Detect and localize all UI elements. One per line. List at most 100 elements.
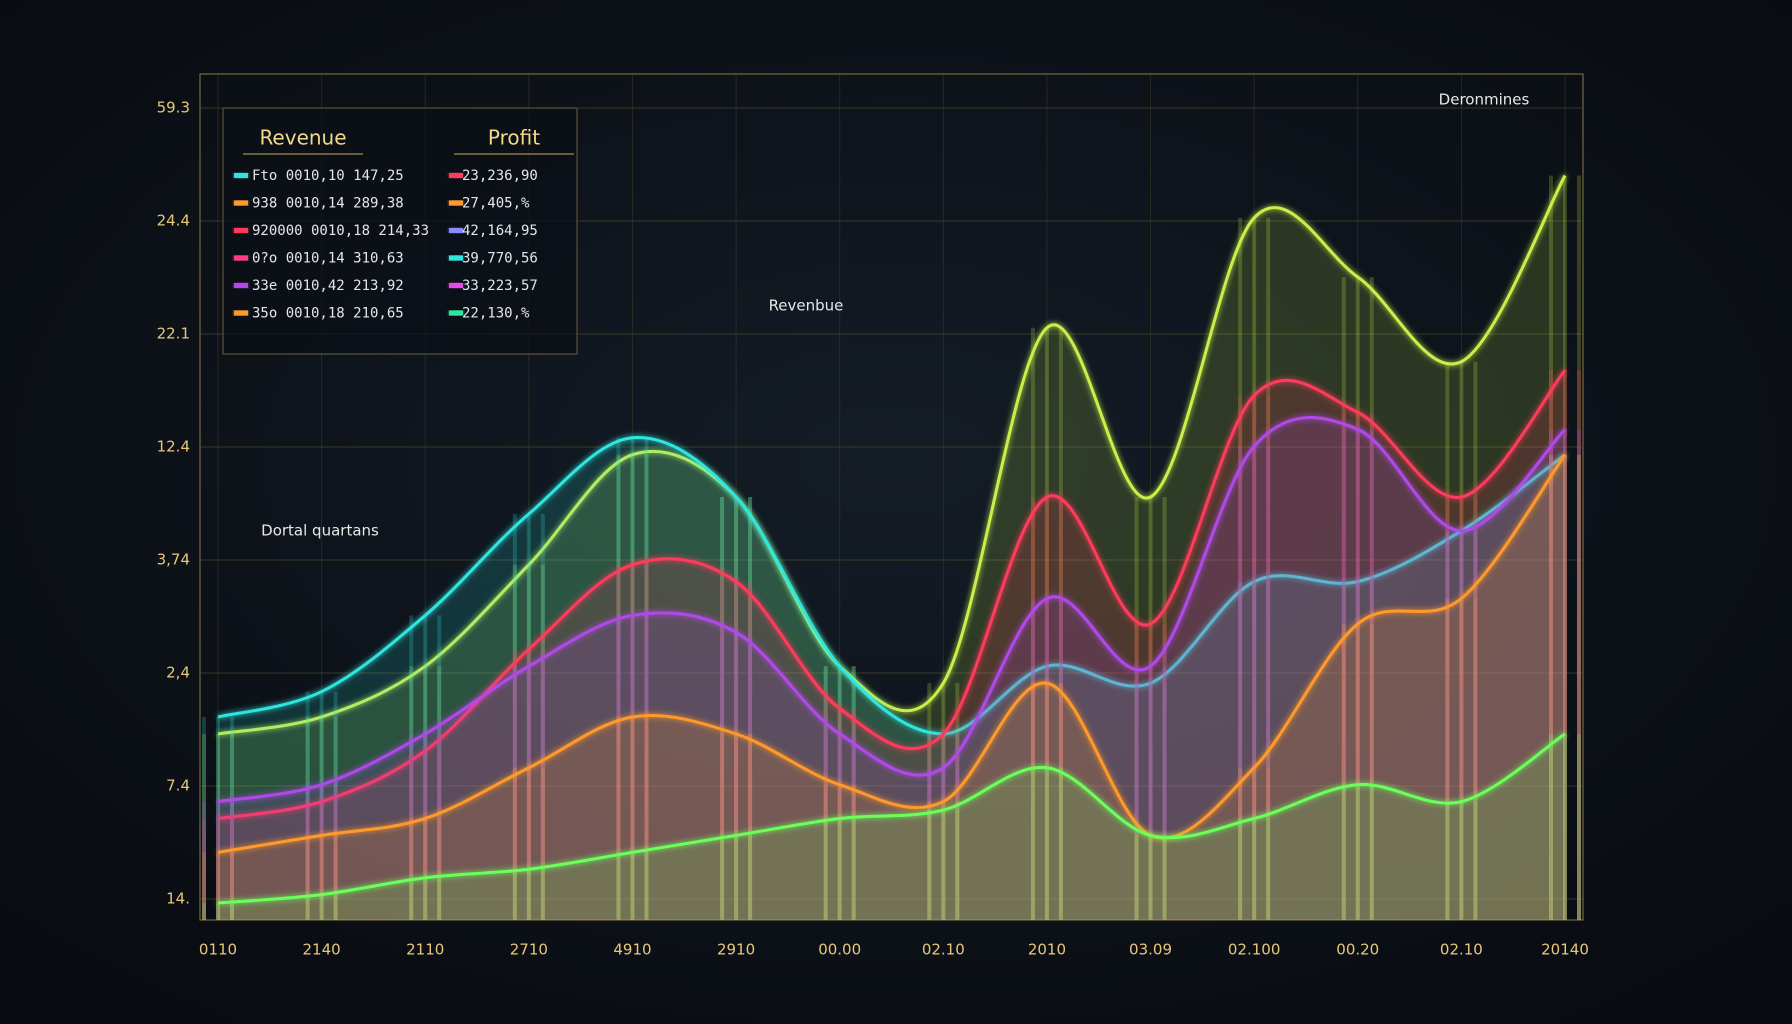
- bar: [644, 437, 649, 920]
- legend-label: 33e 0010,42 213,92: [252, 278, 404, 294]
- bar: [630, 615, 635, 920]
- bar: [616, 454, 621, 920]
- bar: [927, 801, 932, 920]
- y-tick-label: 3,74: [157, 551, 190, 569]
- bar: [1044, 666, 1049, 920]
- bar: [1473, 801, 1478, 920]
- bar: [720, 581, 725, 920]
- bar: [1148, 623, 1153, 920]
- bar: [540, 649, 545, 920]
- plot-frame: [199, 73, 1584, 921]
- bar: [941, 767, 946, 920]
- legend-swatch: [234, 310, 248, 316]
- y-tick-label: 22.1: [157, 325, 190, 343]
- bar: [1355, 277, 1360, 920]
- bar: [1162, 835, 1167, 920]
- y-tick-label: 14.: [166, 890, 190, 908]
- bar: [333, 691, 338, 920]
- bar: [1445, 361, 1450, 920]
- bar: [1459, 361, 1464, 920]
- bar: [202, 852, 206, 920]
- bar: [1445, 530, 1450, 920]
- bar: [941, 801, 946, 920]
- bar: [734, 632, 739, 920]
- bar: [1473, 530, 1478, 920]
- bar: [1030, 666, 1035, 920]
- bar: [1459, 801, 1464, 920]
- bar: [1044, 683, 1049, 920]
- legend-label: 920000 0010,18 214,33: [252, 223, 429, 239]
- bar: [1252, 217, 1257, 920]
- bar: [1058, 666, 1063, 920]
- bar: [851, 784, 856, 920]
- y-tick-label: 12.4: [157, 438, 190, 456]
- bar: [630, 437, 635, 920]
- bar: [1445, 801, 1450, 920]
- legend-box: [222, 107, 578, 355]
- bar: [409, 666, 414, 920]
- bar: [1563, 454, 1567, 920]
- legend-label: 0?o 0010,14 310,63: [252, 251, 404, 267]
- x-tick-label: 2140: [303, 941, 341, 959]
- bar: [734, 497, 739, 920]
- bar: [437, 733, 442, 920]
- bar: [1252, 818, 1257, 920]
- bar: [734, 835, 739, 920]
- legend-swatch: [234, 283, 248, 288]
- bar: [526, 869, 531, 920]
- bar: [1058, 767, 1063, 920]
- bar: [837, 784, 842, 920]
- bar: [305, 894, 310, 920]
- bar: [644, 454, 649, 920]
- bar: [1445, 598, 1450, 920]
- bar: [1549, 370, 1553, 921]
- bar: [630, 454, 635, 920]
- bar: [1238, 446, 1243, 920]
- bar: [941, 733, 946, 920]
- bar: [305, 784, 310, 920]
- x-tick-label: 2910: [717, 941, 755, 959]
- bar: [1134, 666, 1139, 920]
- bar: [1266, 446, 1271, 920]
- bar: [941, 810, 946, 920]
- bar: [1238, 217, 1243, 920]
- bar: [1549, 454, 1553, 920]
- area: [218, 370, 1565, 921]
- bar: [216, 801, 220, 920]
- bar: [202, 733, 206, 920]
- bar: [1134, 623, 1139, 920]
- bar: [955, 810, 960, 920]
- annotation: Dortal quartans: [261, 522, 379, 540]
- bar: [851, 818, 856, 920]
- bar: [823, 784, 828, 920]
- bar: [305, 801, 310, 920]
- bar: [230, 716, 234, 920]
- bar: [1341, 277, 1346, 920]
- bar: [1369, 277, 1374, 920]
- bar: [1238, 767, 1243, 920]
- bar: [216, 733, 220, 920]
- bar: [748, 497, 753, 920]
- annotation: Revenbue: [769, 297, 844, 315]
- bar: [1134, 835, 1139, 920]
- bar: [230, 852, 234, 920]
- bar: [851, 666, 856, 920]
- bar: [409, 733, 414, 920]
- bar: [1341, 429, 1346, 920]
- bar: [927, 767, 932, 920]
- x-tick-label: 03.09: [1129, 941, 1172, 959]
- bar: [1341, 623, 1346, 920]
- bar: [823, 818, 828, 920]
- bar: [1459, 598, 1464, 920]
- bar: [437, 666, 442, 920]
- legend-label: 938 0010,14 289,38: [252, 196, 404, 212]
- bar: [748, 632, 753, 920]
- legend-title: Revenue: [259, 126, 346, 150]
- bar: [423, 666, 428, 920]
- bar: [851, 666, 856, 920]
- bar: [1252, 767, 1257, 920]
- legend-swatch: [234, 255, 248, 261]
- bar: [1577, 454, 1581, 920]
- bar: [202, 801, 206, 920]
